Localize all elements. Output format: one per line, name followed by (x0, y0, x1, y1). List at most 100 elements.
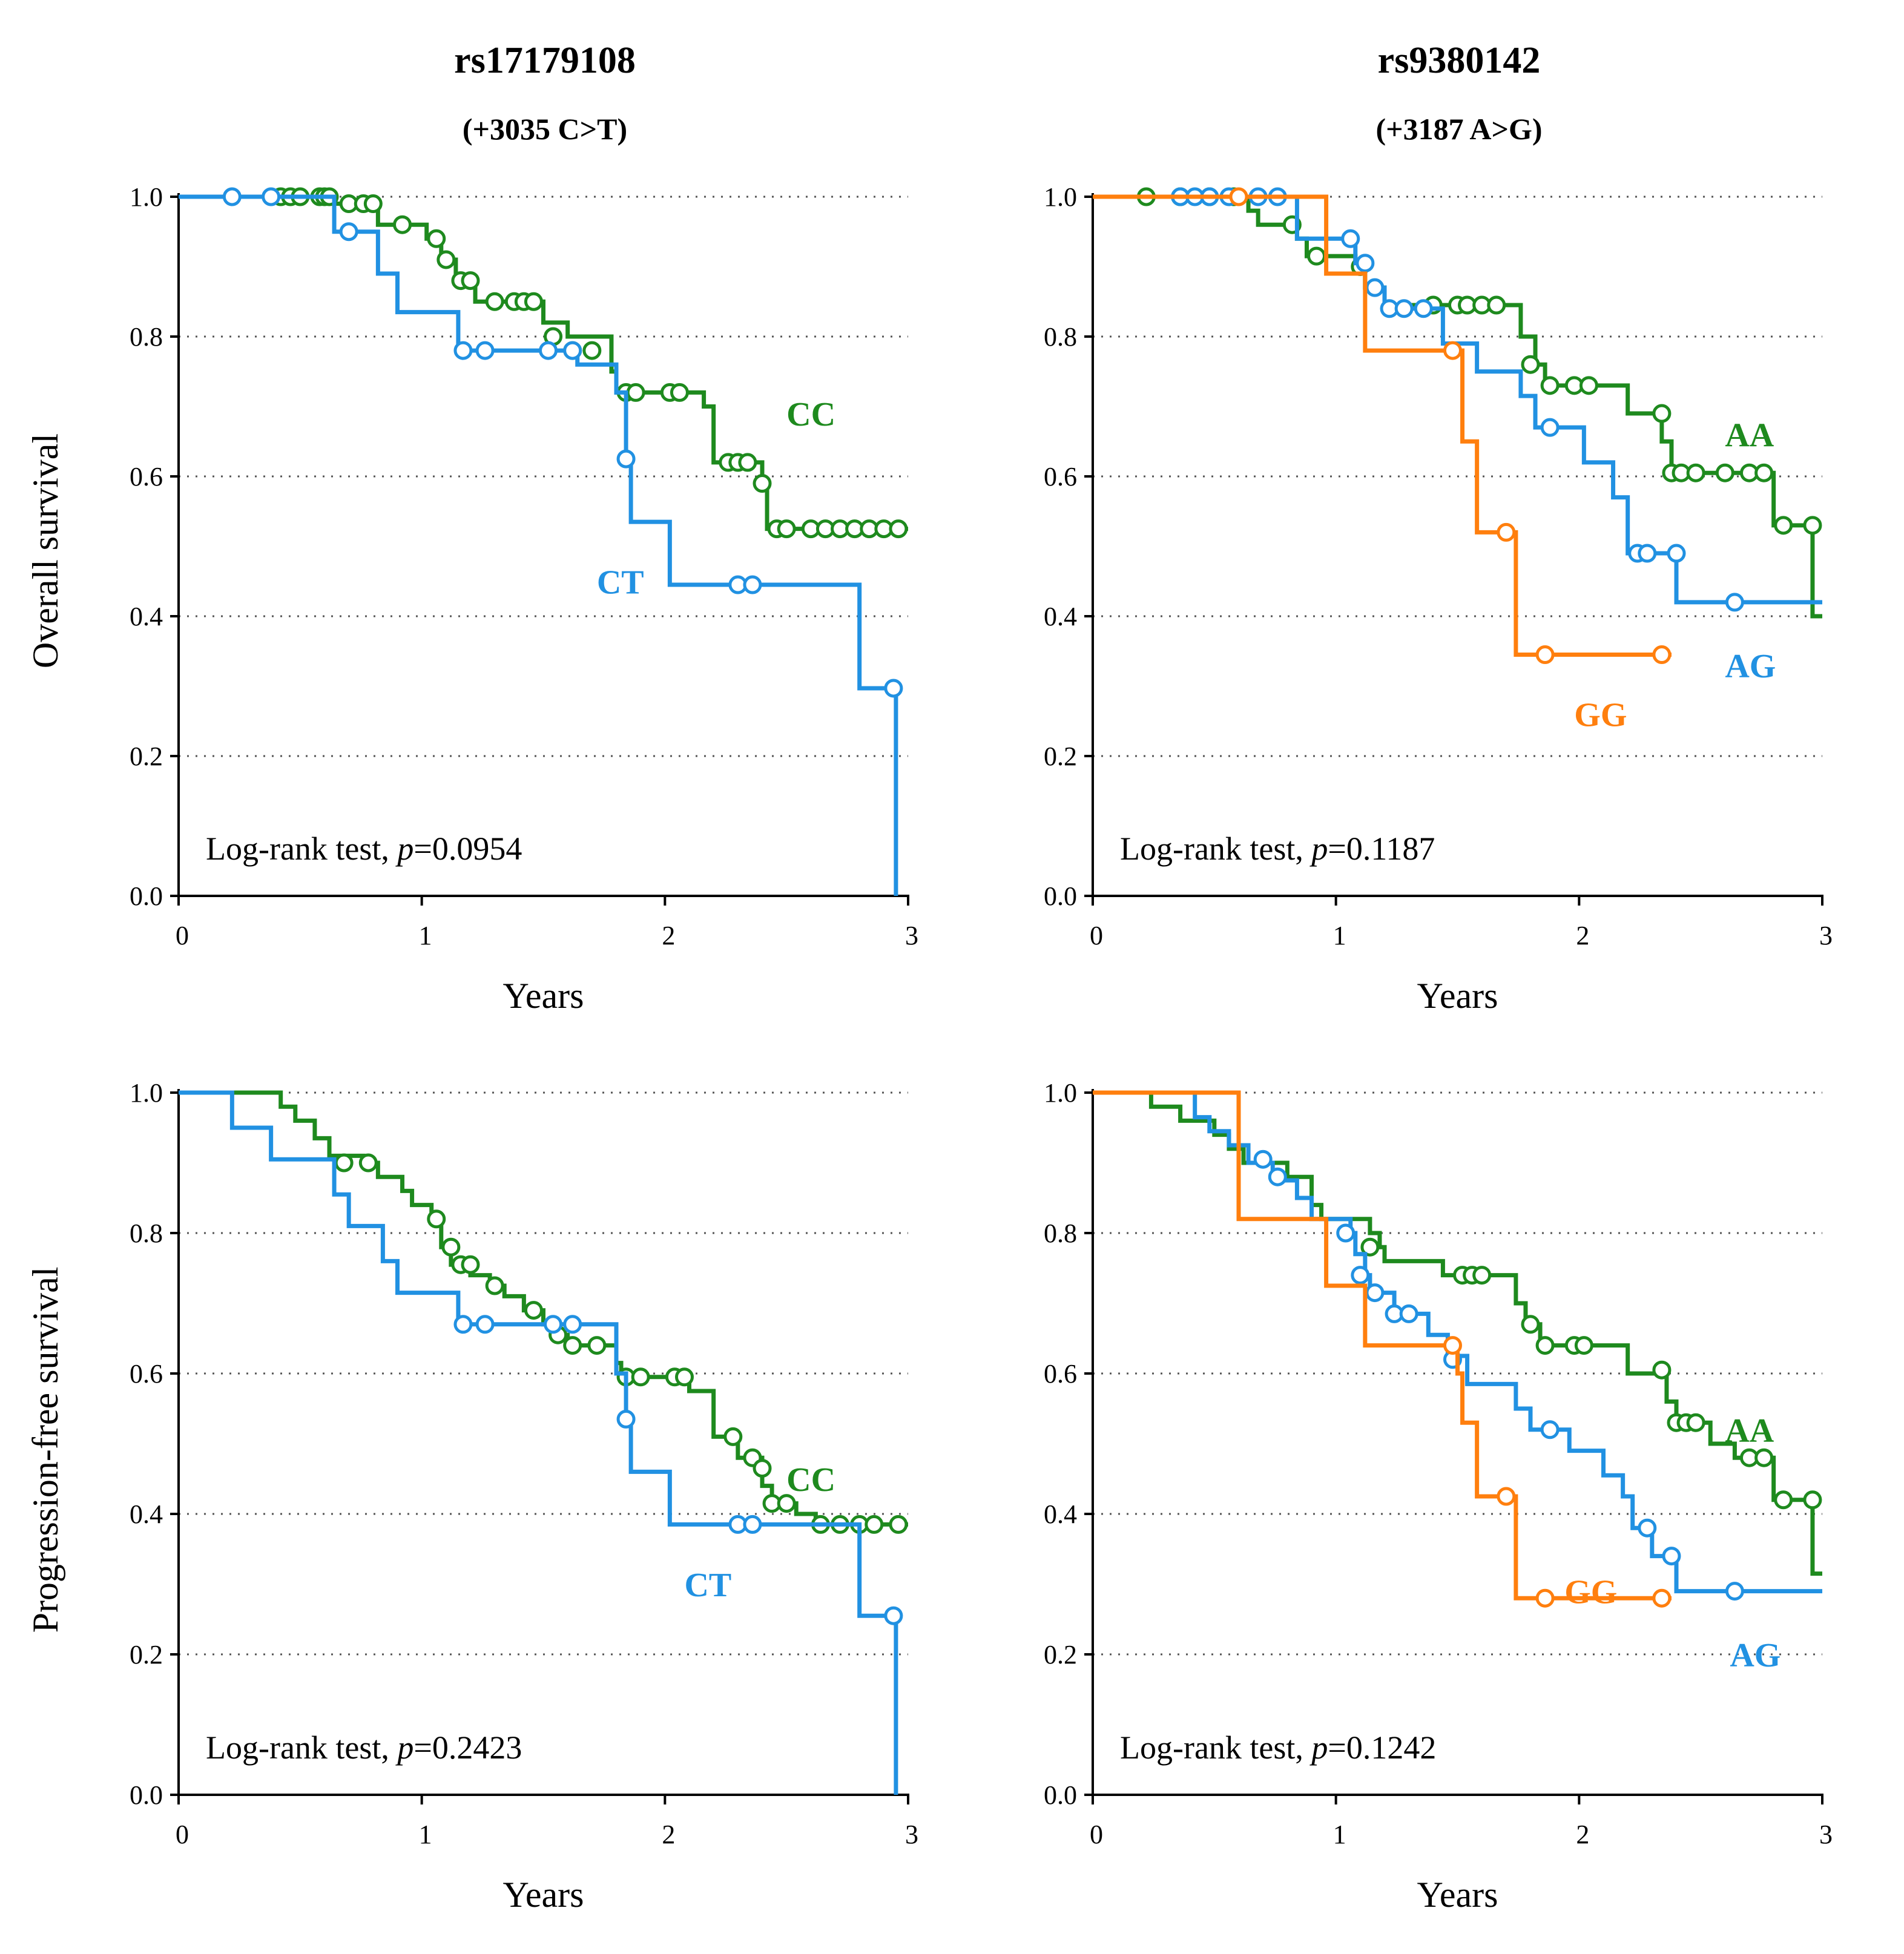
y-tick-label: 0.4 (1044, 602, 1077, 631)
censor-mark-cc (631, 1367, 650, 1387)
censor-mark-cc (461, 1255, 480, 1274)
censor-mark-ag (1356, 254, 1375, 273)
censor-mark-ct (884, 679, 903, 698)
censor-mark-aa (1652, 404, 1672, 423)
censor-mark-cc (485, 292, 504, 311)
censor-mark-cc (777, 519, 796, 539)
y-tick-label: 0.6 (1044, 462, 1077, 492)
censor-mark-aa (1521, 355, 1540, 374)
censor-mark-ct (563, 341, 582, 360)
row-ylabel-top: Overall survival (25, 433, 65, 668)
y-tick-label: 0.0 (130, 881, 163, 911)
censor-mark-ag (1540, 1420, 1560, 1439)
logrank-text: Log-rank test, p=0.2423 (206, 1729, 522, 1766)
censor-mark-ag (1268, 1167, 1287, 1186)
x-axis-label: Years (503, 1875, 584, 1915)
x-tick-label: 0 (176, 921, 189, 950)
censor-mark-ct (539, 341, 558, 360)
censor-mark-aa (1540, 376, 1560, 395)
censor-mark-aa (1803, 516, 1822, 535)
censor-mark-aa (1360, 1237, 1380, 1257)
y-tick-label: 1.0 (1044, 1078, 1077, 1108)
censor-mark-aa (1754, 463, 1774, 482)
censor-mark-aa (1754, 1448, 1774, 1467)
y-tick-label: 0.4 (1044, 1499, 1077, 1529)
censor-mark-ct (475, 1315, 495, 1334)
series-line-ct (179, 1090, 898, 1795)
y-tick-label: 1.0 (130, 1078, 163, 1108)
censor-mark-cc (427, 229, 446, 248)
censor-mark-aa (1535, 1336, 1555, 1355)
censor-mark-ag (1365, 1283, 1385, 1303)
y-tick-label: 0.2 (130, 742, 163, 771)
censor-mark-cc (777, 1494, 796, 1513)
x-tick-label: 2 (662, 1820, 675, 1849)
censor-mark-gg (1497, 522, 1516, 542)
panel-os-rs17179108: 0.0 0.2 0.4 0.6 0.8 1.0 0 1 2 3 Years CC CT Log-rank … (130, 182, 918, 1016)
censor-mark-ct (453, 1315, 473, 1334)
series-label-ag: AG (1730, 1637, 1780, 1674)
censor-mark-cc (753, 1459, 772, 1478)
censor-mark-ag (1725, 1582, 1744, 1601)
y-tick-label: 0.8 (130, 322, 163, 352)
censor-mark-ct (884, 1606, 903, 1625)
censor-mark-aa (1579, 376, 1598, 395)
censor-mark-aa (1652, 1360, 1672, 1380)
censor-mark-ct (743, 575, 762, 594)
row-ylabel-bottom: Progression-free survival (25, 1267, 65, 1633)
censor-mark-cc (436, 250, 456, 269)
censor-mark-aa (1774, 516, 1793, 535)
censor-mark-ct (339, 222, 358, 242)
y-tick-label: 0.2 (1044, 1640, 1077, 1669)
censor-mark-cc (753, 474, 772, 493)
x-tick-label: 1 (1333, 921, 1346, 950)
logrank-text: Log-rank test, p=0.1187 (1120, 831, 1435, 867)
censor-mark-cc (334, 1153, 354, 1173)
censor-mark-ag (1540, 418, 1560, 437)
x-axis-label: Years (1417, 976, 1498, 1016)
series-label-cc: CC (786, 396, 835, 433)
y-tick-label: 0.8 (1044, 322, 1077, 352)
x-tick-label: 3 (905, 921, 918, 950)
x-tick-label: 0 (1090, 1820, 1103, 1849)
censor-mark-gg (1443, 341, 1462, 360)
censor-mark-aa (1487, 295, 1506, 315)
y-tick-label: 0.0 (130, 1780, 163, 1810)
censor-mark-gg (1652, 645, 1672, 665)
series-line-gg (1093, 1090, 1672, 1600)
col-subtitle-right: (+3187 A>G) (1375, 112, 1542, 146)
censor-mark-ag (1341, 229, 1360, 248)
x-tick-label: 2 (1576, 921, 1589, 950)
col-subtitle-left: (+3035 C>T) (463, 112, 627, 146)
x-tick-label: 2 (662, 921, 675, 950)
censor-mark-ag (1638, 544, 1657, 563)
series-line-ag (1093, 194, 1822, 605)
censor-mark-ct (475, 341, 495, 360)
censor-mark-ag (1336, 1223, 1356, 1243)
censor-mark-gg (1535, 1588, 1555, 1608)
col-title-right: rs9380142 (1378, 40, 1541, 81)
censor-mark-gg (1535, 645, 1555, 665)
censor-mark-cc (393, 215, 412, 234)
series-label-aa: AA (1725, 417, 1774, 455)
censor-mark-gg (1229, 187, 1248, 206)
censor-mark-aa (1521, 1315, 1540, 1334)
y-tick-label: 1.0 (1044, 182, 1077, 212)
y-tick-label: 0.0 (1044, 881, 1077, 911)
x-tick-label: 3 (1819, 1820, 1833, 1849)
censor-mark-cc (524, 292, 543, 311)
censor-mark-ct (222, 187, 242, 206)
censor-mark-cc (524, 1301, 543, 1320)
series-label-ct: CT (684, 1567, 731, 1604)
x-tick-label: 1 (419, 921, 432, 950)
col-title-left: rs17179108 (454, 40, 636, 81)
series-label-ag: AG (1725, 648, 1776, 685)
censor-mark-ag (1365, 278, 1385, 297)
censor-mark-aa (1686, 463, 1705, 482)
censor-mark-aa (1307, 246, 1326, 266)
y-tick-label: 0.4 (130, 602, 163, 631)
censor-mark-cc (626, 383, 645, 402)
censor-mark-cc (582, 341, 602, 360)
censor-mark-cc (738, 453, 757, 472)
censor-mark-ag (1725, 593, 1744, 612)
